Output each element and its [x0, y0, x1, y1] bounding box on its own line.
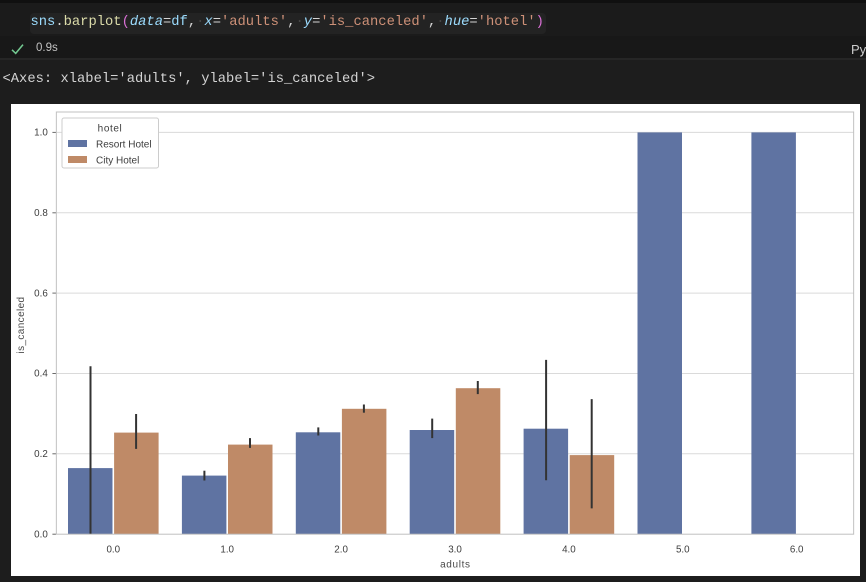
svg-text:0.0: 0.0 — [34, 529, 48, 540]
svg-text:0.8: 0.8 — [34, 208, 48, 219]
svg-text:is_canceled: is_canceled — [16, 297, 27, 354]
svg-text:1.0: 1.0 — [220, 544, 234, 555]
svg-text:hotel: hotel — [98, 123, 123, 134]
svg-text:adults: adults — [440, 560, 471, 571]
svg-text:City Hotel: City Hotel — [96, 156, 139, 167]
svg-text:1.0: 1.0 — [34, 128, 48, 139]
svg-text:5.0: 5.0 — [676, 544, 690, 555]
svg-text:2.0: 2.0 — [334, 544, 348, 555]
svg-text:6.0: 6.0 — [790, 544, 804, 555]
svg-text:4.0: 4.0 — [562, 544, 576, 555]
svg-text:0.6: 0.6 — [34, 288, 48, 299]
svg-text:0.0: 0.0 — [106, 544, 120, 555]
svg-text:0.4: 0.4 — [34, 369, 48, 380]
svg-text:3.0: 3.0 — [448, 544, 462, 555]
svg-text:0.2: 0.2 — [34, 449, 48, 460]
svg-text:Resort Hotel: Resort Hotel — [96, 140, 152, 151]
